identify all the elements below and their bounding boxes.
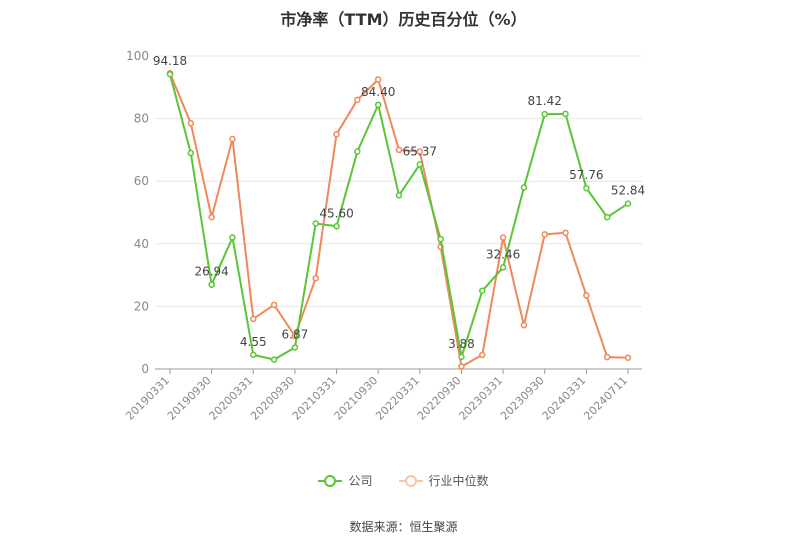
data-label: 3.88 [448, 337, 475, 351]
data-label: 65.37 [403, 144, 437, 158]
data-point [458, 363, 465, 370]
data-label: 84.40 [361, 85, 395, 99]
legend-item-company[interactable]: 公司 [318, 472, 373, 489]
data-label: 45.60 [319, 206, 353, 220]
data-point [603, 353, 611, 361]
data-point [374, 76, 382, 83]
y-tick-label: 0 [141, 362, 149, 376]
x-tick-label: 20210331 [290, 374, 339, 423]
y-tick-label: 100 [126, 49, 149, 63]
x-tick-label: 20190331 [123, 374, 172, 423]
data-label: 26.94 [194, 265, 228, 279]
data-point [187, 120, 195, 127]
series-line [169, 72, 629, 368]
data-point [499, 264, 507, 271]
data-point [374, 101, 382, 109]
x-tick-label: 20220331 [373, 374, 422, 423]
data-point [520, 184, 528, 191]
data-point [208, 281, 215, 288]
data-point [229, 234, 236, 241]
data-point [312, 274, 319, 282]
y-tick-label: 80 [134, 112, 149, 126]
data-label: 81.42 [528, 94, 562, 108]
data-point [541, 231, 548, 238]
data-point [208, 213, 215, 221]
series-group [166, 69, 632, 370]
x-tick-label: 20230331 [456, 374, 505, 423]
data-labels: 94.18 26.94 4.55 6.87 45.60 84.40 65.37 3.88 32.… [153, 54, 645, 351]
data-point [333, 131, 340, 138]
data-point [250, 315, 257, 323]
data-point [479, 351, 486, 359]
source-note: 数据来源：恒生聚源 [349, 520, 458, 534]
x-tick-label: 20190930 [165, 374, 214, 423]
data-point [187, 149, 195, 157]
data-point [312, 220, 319, 227]
data-point [479, 287, 486, 294]
x-tick-label: 20220930 [415, 374, 464, 423]
data-point [395, 146, 403, 154]
grid-lines [155, 55, 642, 370]
data-point [541, 110, 548, 118]
data-point [270, 301, 278, 309]
x-tick-label: 20240711 [581, 374, 630, 423]
data-label: 57.76 [569, 168, 603, 182]
y-tick-label: 40 [134, 237, 149, 251]
data-point [458, 353, 465, 361]
data-point [583, 292, 590, 299]
data-point [520, 321, 528, 329]
legend: 公司 行业中位数 [0, 472, 807, 489]
data-point [603, 213, 611, 221]
legend-marker-icon [318, 474, 343, 488]
data-point [354, 96, 361, 104]
data-point [291, 344, 299, 351]
legend-marker-icon [398, 474, 423, 488]
data-label: 4.55 [240, 335, 267, 349]
x-tick-label: 20200331 [207, 374, 256, 423]
data-point [250, 351, 257, 359]
data-point [624, 200, 632, 207]
data-point [499, 234, 507, 241]
data-point [395, 192, 403, 199]
series-line [169, 73, 629, 361]
data-point [333, 223, 340, 230]
legend-label: 行业中位数 [428, 474, 489, 488]
data-label: 52.84 [611, 184, 645, 198]
data-point [354, 148, 361, 155]
chart-title: 市净率（TTM）历史百分位（%） [280, 10, 527, 29]
data-point [229, 135, 236, 143]
data-point [562, 110, 569, 118]
x-tick-label: 20230930 [498, 374, 547, 423]
y-tick-label: 20 [134, 299, 149, 313]
data-point [270, 356, 278, 363]
data-label: 32.46 [486, 247, 520, 261]
x-tick-label: 20200930 [248, 374, 297, 423]
legend-item-industry-median[interactable]: 行业中位数 [398, 472, 489, 489]
x-tick-label: 20210930 [332, 374, 381, 423]
y-tick-label: 60 [134, 174, 149, 188]
data-point [416, 148, 424, 155]
data-point [437, 235, 444, 243]
data-point [624, 354, 632, 361]
data-point [583, 184, 590, 192]
data-label: 6.87 [282, 327, 309, 341]
data-point [166, 70, 174, 78]
x-tick-label: 20240331 [540, 374, 589, 423]
data-point [562, 229, 569, 237]
data-point [416, 161, 424, 168]
legend-label: 公司 [348, 474, 373, 488]
data-label: 94.18 [153, 54, 187, 68]
